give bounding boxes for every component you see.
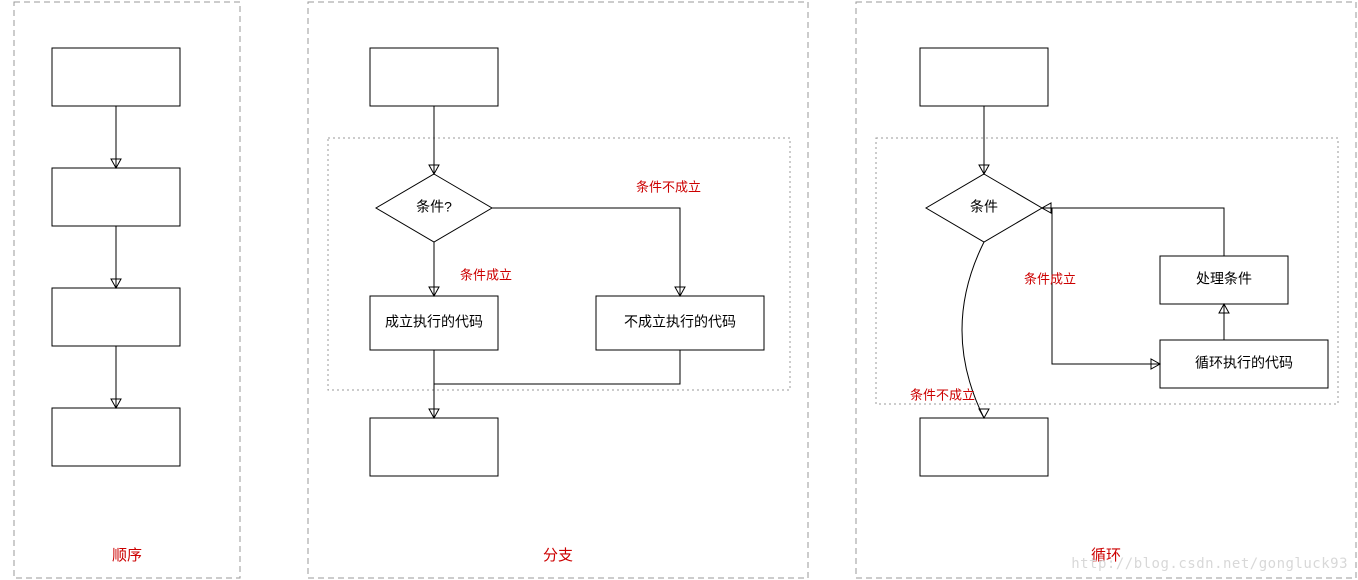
loop-start-box — [920, 48, 1048, 106]
branch-start-box — [370, 48, 498, 106]
sequence-box-2 — [52, 288, 180, 346]
branch-edge-false-out — [434, 350, 680, 384]
branch-false-label: 不成立执行的代码 — [624, 314, 736, 330]
panel-loop-title: 循环 — [1091, 547, 1121, 564]
branch-true-label: 成立执行的代码 — [385, 314, 483, 330]
sequence-box-1 — [52, 168, 180, 226]
loop-condition-label: 条件 — [970, 199, 998, 215]
sequence-box-3 — [52, 408, 180, 466]
panel-branch-inner — [328, 138, 790, 390]
panel-branch-title: 分支 — [543, 547, 573, 564]
branch-annot-false: 条件不成立 — [636, 179, 701, 194]
branch-end-box — [370, 418, 498, 476]
branch-edge-false — [492, 208, 680, 296]
branch-annot-true: 条件成立 — [460, 267, 512, 282]
loop-end-box — [920, 418, 1048, 476]
loop-body-label: 循环执行的代码 — [1195, 355, 1293, 371]
loop-edge-back — [1042, 208, 1224, 256]
branch-condition-label: 条件? — [416, 199, 452, 215]
panel-sequence-title: 顺序 — [112, 547, 142, 564]
loop-annot-true: 条件成立 — [1024, 271, 1076, 286]
loop-annot-false: 条件不成立 — [910, 387, 975, 402]
loop-process-label: 处理条件 — [1196, 271, 1252, 287]
sequence-box-0 — [52, 48, 180, 106]
